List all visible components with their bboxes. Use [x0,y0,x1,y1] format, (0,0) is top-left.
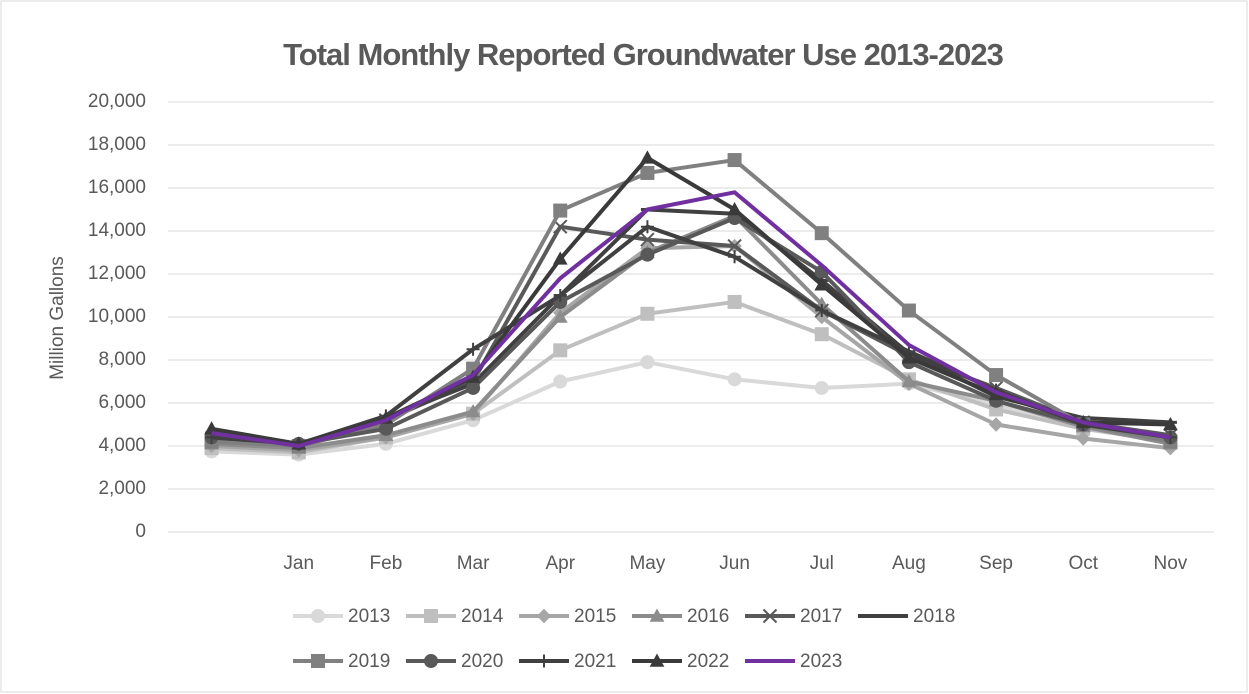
legend-marker [649,608,665,622]
marker [640,306,655,321]
y-tick-label: 10,000 [88,306,146,327]
legend-label: 2014 [461,606,504,627]
x-tick-label: Apr [545,553,575,574]
marker [640,247,655,262]
y-tick-label: 14,000 [88,220,146,241]
x-tick-label: Feb [370,553,403,574]
x-tick-label: Oct [1068,553,1098,574]
x-tick-label: Jul [810,553,834,574]
y-tick-label: 6,000 [98,392,146,413]
x-tick-label: Mar [457,553,490,574]
legend-marker [424,654,438,668]
line [211,244,1171,453]
x-tick-label: May [629,553,665,574]
y-tick-label: 12,000 [88,263,146,284]
marker [814,277,830,291]
marker [553,203,568,218]
legend-marker [537,654,551,668]
legend-label: 2016 [687,606,729,627]
marker [727,238,742,254]
marker [727,201,742,216]
marker [466,342,480,356]
y-tick-label: 16,000 [88,177,146,198]
line [211,158,1171,448]
legend-label: 2018 [913,606,955,627]
y-axis-label: Million Gallons [47,256,68,380]
marker [553,374,568,389]
y-tick-label: 20,000 [88,91,146,112]
marker [465,404,481,418]
series [211,190,1171,448]
marker [901,350,917,364]
legend-label: 2017 [800,606,842,627]
marker [640,232,655,247]
line [211,190,1171,448]
y-tick-label: 18,000 [88,134,146,155]
marker [814,226,829,241]
legend-label: 2020 [461,651,503,672]
legend-marker [311,609,325,623]
marker [989,368,1004,383]
y-tick-label: 0 [135,521,146,542]
marker [728,250,742,264]
marker [814,380,829,395]
legend-marker [311,654,325,668]
marker [640,220,654,234]
marker [815,304,829,318]
marker [466,380,481,395]
legend-marker [762,608,778,624]
marker [378,421,393,436]
legend-label: 2013 [348,606,390,627]
marker [640,355,655,370]
x-tick-label: Jun [719,553,750,574]
legend-marker [424,609,438,623]
x-tick-label: Nov [1154,553,1188,574]
legend-label: 2023 [800,651,842,672]
y-tick-label: 8,000 [98,349,146,370]
marker [553,343,568,358]
legend-marker [649,653,665,667]
marker [1076,431,1091,446]
line [211,360,1171,457]
chart-title: Total Monthly Reported Groundwater Use 2… [283,37,1003,72]
marker [988,417,1004,432]
x-tick-label: Aug [892,553,926,574]
x-tick-label: Sep [979,553,1013,574]
marker [640,165,655,180]
marker [553,289,567,302]
marker [640,150,655,164]
marker [901,373,917,388]
legend-label: 2022 [687,651,729,672]
x-tick-label: Jan [283,553,314,574]
marker [552,251,568,265]
marker [814,327,829,342]
y-tick-label: 2,000 [98,478,146,499]
marker [727,372,742,387]
legend-label: 2021 [574,651,616,672]
marker [901,303,916,318]
marker [727,153,742,168]
marker [727,294,742,309]
marker [1163,416,1178,431]
legend-label: 2019 [348,651,390,672]
line [211,216,1171,446]
legend-label: 2015 [574,606,616,627]
legend-marker [536,608,552,624]
y-tick-label: 4,000 [98,435,146,456]
marker [552,309,568,323]
